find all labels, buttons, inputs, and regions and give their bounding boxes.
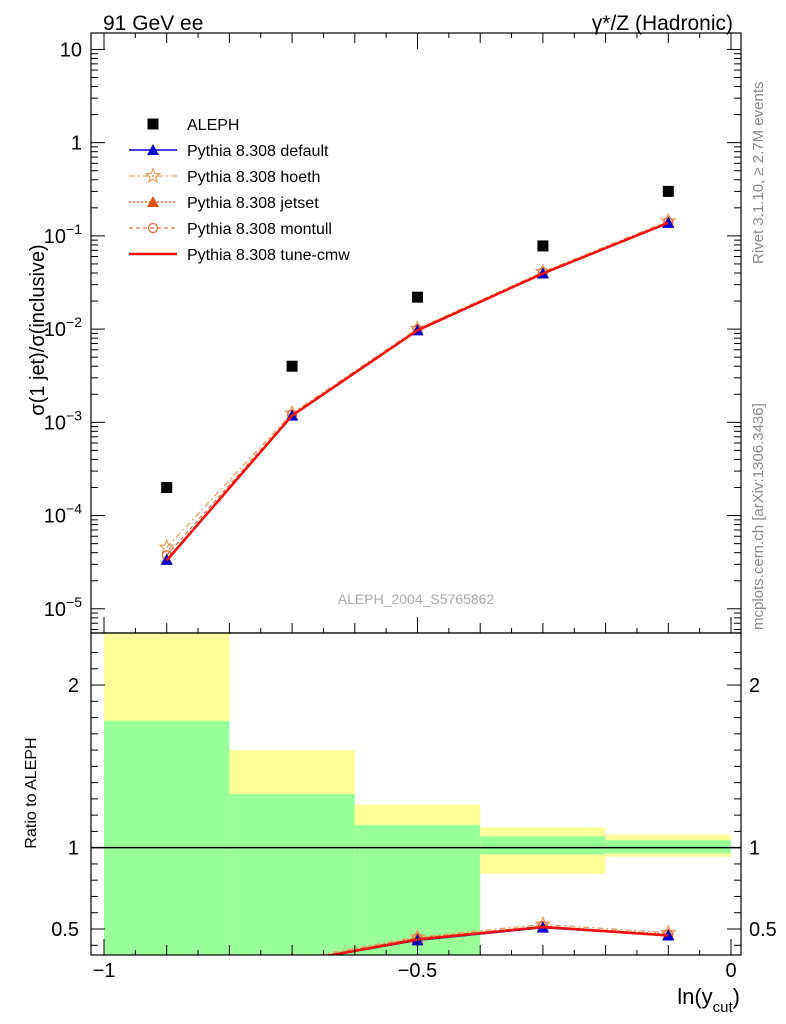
main-point-data-4 — [662, 185, 674, 197]
main-line-hoeth — [166, 220, 669, 548]
main-ytick-label-0: 10 — [60, 39, 82, 61]
legend-label-montull: Pythia 8.308 montull — [187, 221, 332, 238]
ratio-point-jetset-1 — [286, 956, 298, 967]
ratio-xtick-label-1: −0.5 — [398, 960, 437, 982]
main-ytick-label-6: 10−5 — [44, 594, 82, 621]
header-left-title: 91 GeV ee — [103, 12, 203, 35]
rivet-label: Rivet 3.1.10, ≥ 2.7M events — [750, 82, 767, 265]
main-point-data-2 — [412, 291, 423, 303]
main-ytick-label-1: 1 — [71, 133, 82, 155]
legend-label-tune_cmw: Pythia 8.308 tune-cmw — [187, 247, 350, 264]
main-ylabel: σ(1 jet)/σ(inclusive) — [27, 244, 49, 415]
axes: 10 1 10−1 10−2 10−3 10−4 10−5 0.5 0.5 1 1 2 2 −1 −0.5 0 — [44, 32, 777, 982]
ratio-frame — [90, 632, 742, 956]
header-right-title: γ*/Z (Hadronic) — [592, 12, 733, 35]
main-line-default — [166, 222, 669, 561]
main-point-data-1 — [286, 360, 298, 372]
analysis-watermark: ALEPH_2004_S5765862 — [338, 591, 495, 607]
main-ytick-label-4: 10−3 — [44, 407, 82, 434]
ratio-point-jetset-0 — [161, 977, 173, 988]
ratio-ytick-label-right-1: 1 — [749, 838, 760, 860]
ratio-band-inner-3 — [480, 836, 606, 855]
ratio-band-inner-0 — [104, 720, 230, 955]
main-ytick-label-3: 10−2 — [44, 314, 82, 341]
ratio-point-montull-1 — [288, 957, 297, 966]
ratio-band-inner-1 — [229, 794, 355, 955]
ratio-ylabel: Ratio to ALEPH — [23, 737, 40, 848]
mcplots-label: mcplots.cern.ch [arXiv:1306.3436] — [750, 403, 767, 630]
ratio-ytick-label-1: 1 — [68, 838, 79, 860]
ratio-xtick-label-0: −1 — [93, 960, 116, 982]
main-line-montull — [166, 221, 669, 556]
main-point-data-3 — [537, 240, 549, 252]
ratio-ytick-label-right-2: 2 — [749, 675, 760, 697]
legend-marker-jetset — [147, 196, 159, 207]
legend-label-data: ALEPH — [187, 117, 239, 134]
main-ytick-label-2: 10−1 — [44, 221, 82, 248]
main-line-jetset — [166, 221, 669, 560]
legend-marker-default — [147, 144, 159, 155]
ratio-ytick-label-0: 0.5 — [51, 919, 79, 941]
legend-label-jetset: Pythia 8.308 jetset — [187, 195, 319, 212]
legend-label-hoeth: Pythia 8.308 hoeth — [187, 169, 320, 186]
ratio-band-inner-4 — [605, 840, 731, 854]
main-line-tune_cmw — [165, 221, 669, 562]
ratio-ytick-label-2: 2 — [68, 675, 79, 697]
legend-marker-montull — [147, 222, 159, 234]
ratio-xtick-label-2: 0 — [725, 960, 736, 982]
ratio-xlabel: ln(ycut) — [677, 984, 740, 1016]
ratio-point-default-1 — [286, 956, 298, 967]
ratio-point-hoeth-0 — [160, 966, 173, 979]
legend-marker-data — [147, 118, 159, 130]
ratio-ytick-label-right-0: 0.5 — [749, 919, 777, 941]
main-series — [158, 185, 677, 565]
main-ytick-label-5: 10−4 — [44, 501, 82, 528]
legend-marker-hoeth — [144, 167, 162, 184]
legend-label-default: Pythia 8.308 default — [187, 143, 329, 160]
ratio-point-montull-0 — [162, 975, 171, 984]
main-point-data-0 — [161, 481, 173, 493]
legend: ALEPH Pythia 8.308 default Pythia 8.308 ho… — [129, 117, 350, 264]
ratio-bands — [91, 633, 741, 955]
ratio-point-default-0 — [161, 977, 173, 988]
